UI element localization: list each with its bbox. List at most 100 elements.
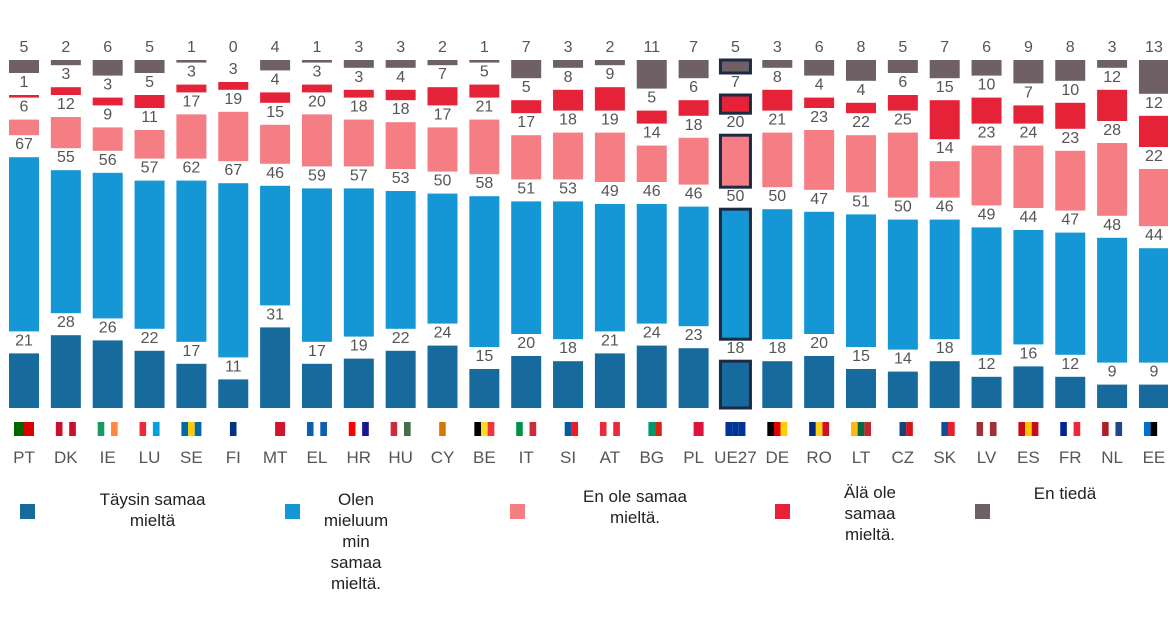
value-label: 44 [1020,209,1038,226]
value-label: 12 [978,356,996,373]
flag [522,422,530,436]
x-tick-label: CZ [892,448,915,467]
bar-segment [1097,89,1128,121]
legend-label: Olen mieluummin samaa mieltä. [323,490,389,593]
x-tick-label: DK [54,448,78,467]
bar-segment [718,359,752,410]
value-label: 20 [727,114,745,131]
bar-segment [511,135,542,180]
flag [725,422,733,436]
value-label: 7 [731,74,740,91]
value-label: 46 [685,186,703,203]
value-label: 19 [224,91,242,108]
flag [606,422,614,436]
bar-segment [427,60,458,66]
flag [146,422,153,436]
value-label: 3 [354,69,363,86]
value-label: 16 [1020,345,1038,362]
value-label: 28 [57,314,75,331]
value-label: 4 [271,71,280,88]
value-label: 24 [1020,125,1038,142]
value-label: 11 [643,39,660,56]
x-tick-label: AT [600,448,620,467]
bar-segment [301,84,332,93]
bar-segment [971,376,1002,408]
value-label: 3 [103,77,112,94]
value-label: 3 [773,39,782,56]
bar-segment [594,353,625,408]
bar-segment [971,227,1002,355]
flag [111,422,118,436]
value-label: 46 [936,199,954,216]
flag [432,422,440,436]
value-label: 6 [20,99,29,116]
bar-segment [50,170,81,314]
value-label: 67 [224,162,242,179]
value-label: 51 [517,180,535,197]
flag [474,422,482,436]
value-label: 15 [936,79,954,96]
flag [1115,422,1123,436]
value-label: 24 [643,325,661,342]
bar-segment [427,127,458,172]
flag [648,422,656,436]
value-label: 9 [1024,39,1033,56]
value-label: 9 [1149,364,1158,381]
flag [194,422,202,436]
x-tick-label: SI [560,448,576,467]
flag [445,422,453,436]
flag [1031,422,1039,436]
value-label: 51 [852,193,870,210]
value-label: 4 [857,82,866,99]
value-label: 8 [773,69,782,86]
bar-segment [678,348,709,408]
value-label: 50 [727,188,745,205]
bar-segment [176,180,207,342]
value-label: 5 [480,64,489,81]
value-label: 5 [20,39,29,56]
bar-segment [92,97,123,106]
bar-segment [469,369,500,408]
value-label: 4 [815,77,824,94]
bar-segment [636,345,667,408]
legend-swatch [20,504,35,519]
flag [599,422,607,436]
bar-segment [1138,248,1168,363]
bar-segment [92,340,123,408]
value-label: 18 [685,117,703,134]
flag [864,422,871,436]
value-label: 3 [396,39,405,56]
flag [1150,422,1158,436]
bar-segment [636,145,667,182]
bar-segment [718,207,752,341]
flag [934,422,942,436]
legend-swatch [975,504,990,519]
value-label: 31 [266,306,284,323]
bar-segment [762,89,793,111]
x-tick-label: IT [519,448,534,467]
flag [1102,422,1109,436]
bar-segment [469,60,500,63]
x-tick-label: LT [852,448,871,467]
value-label: 14 [936,140,954,157]
bar-segment [385,191,416,329]
bar-segment [636,110,667,124]
flag [348,422,356,436]
flag [641,422,649,436]
flag [481,422,488,436]
flag [62,422,70,436]
flag [571,422,579,436]
value-label: 67 [15,136,33,153]
flag [181,422,189,436]
bar-segment [636,60,667,89]
x-tick-label: PL [683,448,704,467]
bar-segment [511,60,542,79]
bar-segment [9,353,39,408]
value-label: 47 [1061,212,1079,229]
bar-segment [718,133,752,189]
bar-segment [218,111,249,162]
x-tick-label: ES [1017,448,1040,467]
x-tick-label: LU [139,448,161,467]
value-label: 18 [936,340,954,357]
value-label: 4 [396,69,405,86]
